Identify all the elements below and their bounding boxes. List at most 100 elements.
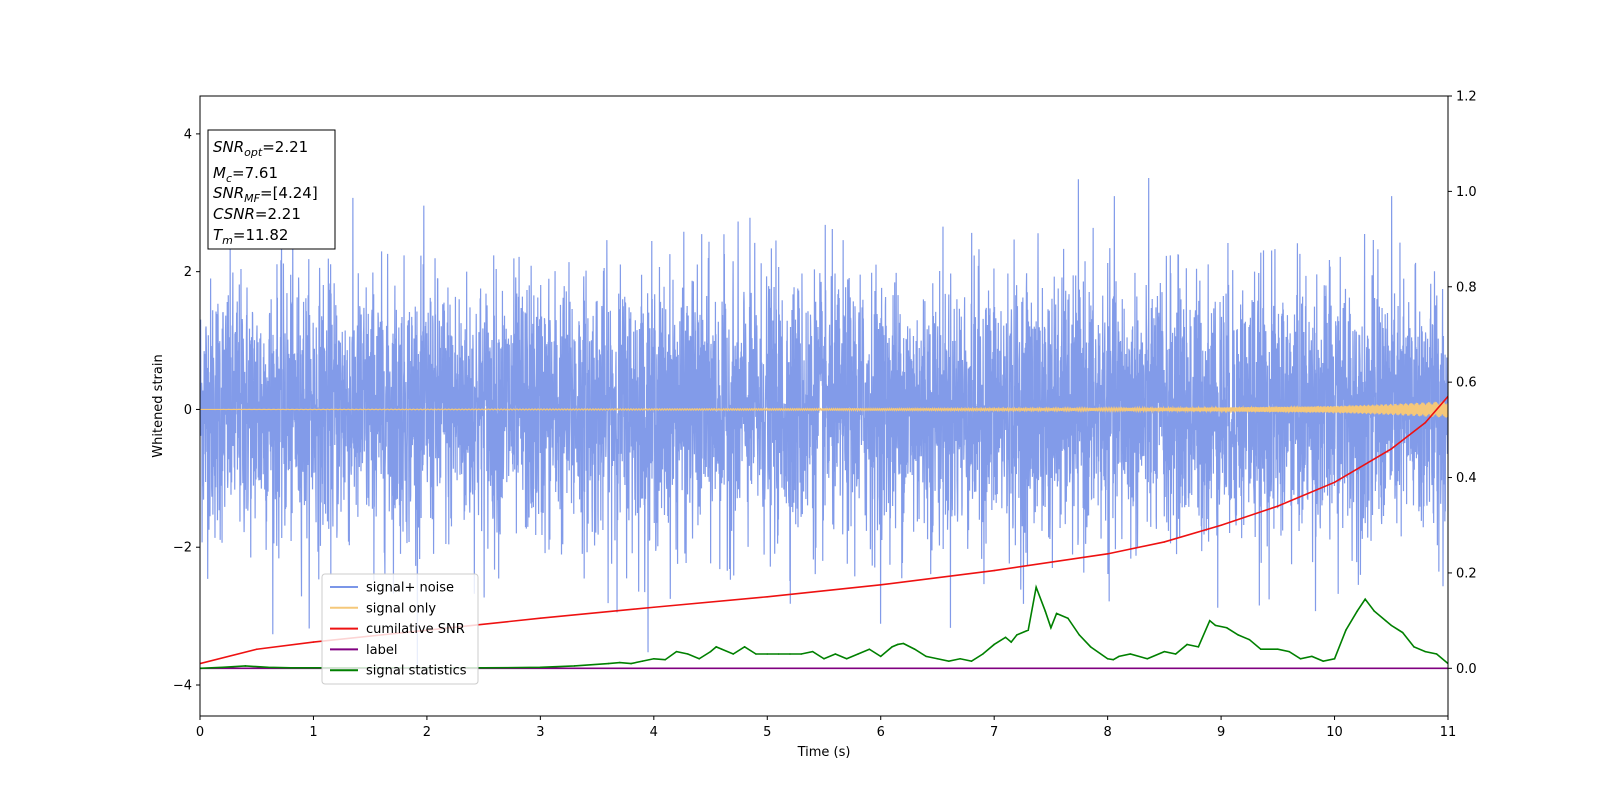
info-box-frame (207, 129, 336, 250)
x-tick-label: 1 (309, 725, 317, 740)
series-signal-statistics-point (1384, 619, 1387, 622)
y-right-tick-label: 1.0 (1456, 185, 1477, 200)
series-signal-statistics-point (1050, 626, 1052, 629)
series-cumilative-snr-point (255, 648, 258, 651)
series-signal-statistics-point (845, 657, 848, 660)
series-signal-statistics-point (823, 657, 825, 660)
series-signal-statistics-point (1067, 617, 1069, 620)
series-signal-noise (200, 178, 1448, 670)
series-signal-statistics-point (811, 650, 814, 653)
series-signal-statistics-point (868, 648, 871, 651)
series-signal-statistics-point (1424, 650, 1427, 653)
y-right-tick-label: 0.2 (1456, 566, 1477, 581)
info-csnr: CSNR=2.21 (213, 205, 301, 223)
series-signal-statistics-point (896, 643, 899, 646)
series-signal-statistics (200, 584, 1448, 670)
legend-label: signal only (366, 601, 436, 616)
y-right-tick-label: 1.2 (1456, 90, 1477, 105)
legend-label: signal+ noise (366, 581, 454, 596)
series-signal-statistics-point (289, 667, 292, 669)
series-signal-statistics-point (1089, 646, 1092, 648)
series-signal-statistics-point (891, 646, 893, 648)
series-signal-statistics-point (879, 655, 882, 658)
y-left-tick-label: 2 (184, 265, 192, 280)
series-cumilative-snr-point (879, 584, 882, 586)
series-signal-statistics-point (936, 657, 939, 660)
x-axis-title: Time (s) (797, 745, 851, 760)
series-signal-statistics-point (1146, 657, 1149, 660)
series-signal-statistics-point (721, 648, 723, 651)
series-signal-statistics-point (1208, 619, 1211, 622)
series-signal-statistics-point (982, 653, 984, 655)
series-signal-statistics-point (755, 653, 757, 655)
legend: signal+ noise signal only cumilative SNR la… (321, 573, 479, 685)
y-left-tick-label: 4 (184, 127, 192, 142)
series-cumilative-snr-point (1424, 421, 1427, 424)
x-tick-label: 6 (877, 725, 885, 740)
series-cumilative-snr-point (539, 617, 542, 620)
series-signal-statistics-point (1016, 634, 1018, 636)
series-signal-statistics-point (1004, 636, 1007, 639)
x-tick-label: 11 (1440, 725, 1457, 740)
series-signal-statistics-point (1010, 641, 1012, 643)
series-signal-statistics-point (1373, 610, 1376, 612)
series-signal-statistics-point (1299, 657, 1302, 660)
y-left-tick-label: 0 (184, 403, 192, 418)
series-signal-statistics-point (1163, 650, 1166, 653)
series-signal-statistics-point (766, 653, 769, 655)
series-signal-statistics-point (1390, 624, 1393, 627)
series-signal-statistics-point (1027, 629, 1030, 631)
series-signal-statistics-point (539, 666, 542, 669)
series-signal-statistics-point (1106, 657, 1109, 660)
series-signal-statistics-point (834, 653, 837, 655)
series-cumilative-snr-point (1163, 541, 1166, 543)
y-axis-right: 0.0 0.2 0.4 0.6 0.8 1.0 1.2 (1448, 90, 1477, 677)
series-signal-statistics-point (732, 653, 735, 655)
series-signal-statistics-point (1186, 643, 1188, 646)
series-cumilative-snr-point (1277, 505, 1279, 507)
y-axis-left: −4 −2 0 2 4 (173, 127, 200, 694)
series-signal-statistics-point (1035, 586, 1037, 589)
series-signal-statistics-point (244, 665, 247, 667)
series-cumilative-snr-point (653, 606, 655, 609)
series-signal-statistics-point (1356, 610, 1359, 612)
series-signal-statistics-point (743, 646, 746, 648)
x-tick-label: 10 (1326, 725, 1343, 740)
y-left-tick-label: −4 (173, 679, 192, 694)
series-signal-statistics-point (1044, 610, 1047, 612)
series-signal-statistics-point (913, 648, 916, 651)
series-signal-statistics-point (687, 653, 689, 655)
series-cumilative-snr-point (993, 569, 995, 572)
legend-label: label (366, 643, 397, 658)
series-signal-statistics-point (1078, 634, 1081, 636)
series-signal-statistics-point (1112, 658, 1115, 661)
series-signal-statistics-point (959, 657, 961, 660)
series-signal-statistics-point (1322, 660, 1324, 662)
series-signal-statistics-point (618, 661, 621, 664)
info-box: SNRopt=2.21 Mc=7.61 SNRMF=[4.24] CSNR=2.… (207, 129, 336, 250)
series-signal-statistics-point (1197, 646, 1200, 648)
series-signal-statistics-point (709, 650, 712, 653)
y-right-tick-label: 0.0 (1456, 662, 1477, 677)
series-cumilative-snr-point (1220, 524, 1222, 527)
series-signal-statistics-point (1174, 653, 1177, 655)
series-signal-statistics-point (1118, 655, 1120, 658)
series-signal-statistics-point (1435, 653, 1438, 655)
series-signal-statistics-point (641, 660, 644, 662)
series-signal-statistics-point (715, 646, 718, 648)
series-signal-statistics-point (1288, 650, 1290, 653)
series-signal-statistics-point (800, 653, 803, 655)
series-signal-statistics-point (267, 666, 269, 669)
series-signal-only (200, 401, 1448, 418)
series-signal-statistics-point (1333, 657, 1336, 660)
x-tick-label: 2 (423, 725, 431, 740)
series-signal-statistics-point (698, 657, 700, 660)
series-signal-statistics-point (312, 667, 315, 669)
series-signal-statistics-point (1214, 624, 1217, 627)
legend-frame (321, 573, 479, 685)
series-signal-statistics-point (925, 655, 927, 658)
series-signal-statistics-point (1401, 631, 1404, 634)
y-left-tick-label: −2 (173, 541, 192, 556)
series-signal-statistics-point (1248, 638, 1251, 641)
